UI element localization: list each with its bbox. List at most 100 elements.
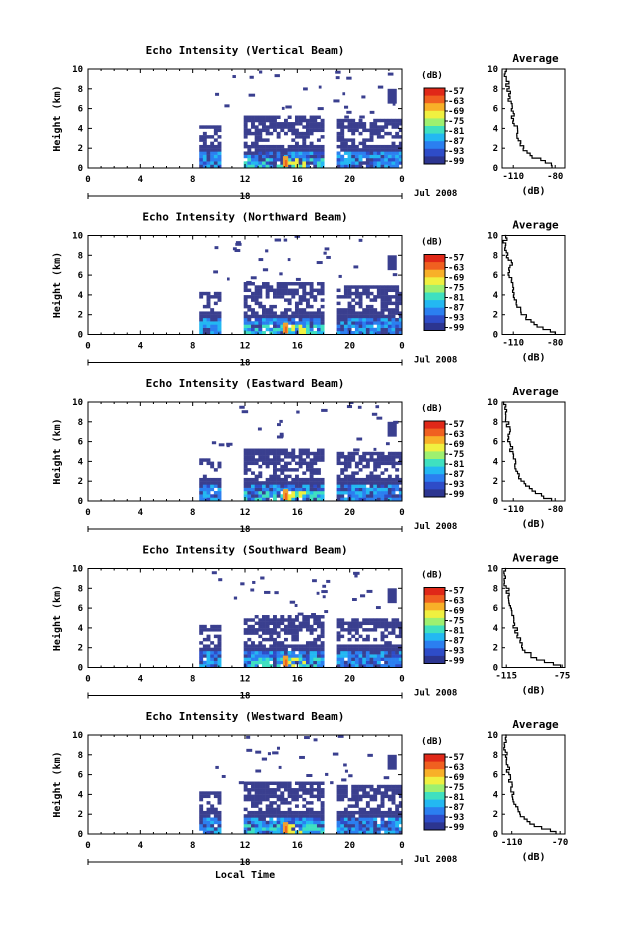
- heatmap-cell: [309, 118, 314, 123]
- heatmap-cell: [313, 148, 318, 152]
- heatmap-cell: [365, 464, 370, 469]
- heatmap-cell: [272, 458, 277, 462]
- x-tick-label: 0: [399, 175, 404, 185]
- heatmap-cell: [272, 115, 277, 119]
- heatmap-cell: [254, 148, 259, 152]
- heatmap-cell: [265, 154, 270, 159]
- heatmap-cell: [287, 830, 292, 834]
- heatmap-cell: [217, 641, 222, 645]
- heatmap-cell: [354, 128, 359, 133]
- heatmap-cell: [291, 647, 296, 652]
- heatmap-cell: [380, 644, 385, 648]
- heatmap-cell: [365, 128, 370, 133]
- heatmap-cell: [376, 788, 381, 792]
- heatmap-cell: [305, 810, 310, 815]
- heatmap-cell: [299, 755, 305, 759]
- heatmap-cell: [351, 817, 356, 821]
- heatmap-cell: [369, 122, 374, 126]
- heatmap-cell: [369, 784, 374, 789]
- heatmap-cell: [269, 288, 274, 293]
- heatmap-cell: [387, 641, 392, 645]
- heatmap-cell: [280, 641, 285, 645]
- heatmap-cell: [362, 650, 367, 655]
- heatmap-cell: [280, 321, 285, 325]
- heatmap-cell: [347, 477, 352, 482]
- heatmap-cell: [354, 314, 359, 319]
- heatmap-cell: [313, 461, 318, 466]
- heatmap-cell: [262, 797, 266, 802]
- heatmap-cell: [305, 314, 310, 319]
- heatmap-cell: [254, 131, 259, 136]
- heatmap-cell: [313, 458, 318, 462]
- heatmap-cell: [398, 491, 402, 495]
- heatmap-cell: [265, 164, 270, 168]
- heatmap-cell: [309, 468, 314, 472]
- heatmap-cell: [316, 797, 321, 802]
- heatmap-cell: [294, 128, 299, 133]
- heatmap-cell: [265, 631, 270, 635]
- heatmap-cell: [280, 122, 285, 126]
- heatmap-cell: [305, 814, 310, 818]
- heatmap-cell: [362, 314, 367, 319]
- x-tick-label: 4: [138, 175, 144, 185]
- heatmap-cell: [320, 807, 325, 812]
- heatmap-cell: [287, 794, 292, 799]
- heatmap-cell: [391, 125, 396, 129]
- heatmap-cell: [316, 458, 321, 462]
- heatmap-cell: [254, 451, 259, 456]
- heatmap-cell: [395, 298, 400, 302]
- heatmap-cell: [247, 118, 252, 123]
- heatmap-cell: [283, 474, 288, 479]
- heatmap-cell: [211, 571, 217, 575]
- heatmap-cell: [206, 497, 211, 501]
- heatmap-cell: [258, 331, 263, 335]
- heatmap-cell: [387, 161, 392, 165]
- heatmap-cell: [395, 807, 400, 812]
- heatmap-cell: [313, 487, 318, 492]
- heatmap-cell: [254, 497, 259, 501]
- heatmap-cell: [369, 494, 374, 498]
- heatmap-cell: [251, 660, 255, 665]
- heatmap-cell: [305, 477, 310, 482]
- heatmap-cell: [358, 647, 363, 652]
- heatmap-cell: [313, 814, 318, 818]
- heatmap-cell: [262, 650, 266, 655]
- heatmap-cell: [243, 788, 248, 792]
- heatmap-cell: [276, 448, 281, 452]
- heatmap-cell: [336, 458, 341, 462]
- heatmap-cell: [354, 644, 359, 648]
- heatmap-cell: [217, 827, 222, 831]
- heatmap-cell: [206, 477, 211, 482]
- heatmap-cell: [369, 125, 374, 129]
- heatmap-cell: [376, 151, 381, 155]
- heatmap-cell: [283, 291, 288, 296]
- heatmap-cell: [217, 321, 222, 325]
- colorbar-segment: [424, 118, 445, 127]
- avg-y-tick-label: 10: [487, 398, 498, 408]
- heatmap-cell: [320, 820, 325, 825]
- heatmap-cell: [309, 827, 314, 831]
- heatmap-cell: [358, 158, 363, 162]
- heatmap-cell: [264, 590, 271, 594]
- heatmap-cell: [316, 615, 321, 619]
- heatmap-cell: [280, 327, 285, 332]
- heatmap-cell: [373, 628, 378, 632]
- heatmap-cell: [395, 624, 400, 629]
- heatmap-cell: [269, 621, 274, 626]
- heatmap-cell: [269, 122, 274, 126]
- heatmap-cell: [258, 657, 263, 661]
- heatmap-cell: [247, 650, 252, 655]
- heatmap-cell: [258, 154, 263, 159]
- heatmap-cell: [265, 327, 270, 332]
- heatmap-cell: [262, 461, 266, 466]
- heatmap-cell: [320, 451, 325, 456]
- heatmap-cell: [391, 451, 396, 456]
- heatmap-cell: [272, 154, 277, 159]
- heatmap-cell: [354, 801, 359, 805]
- y-tick-label: 4: [78, 790, 84, 800]
- heatmap-cell: [265, 158, 270, 162]
- heatmap-cell: [294, 814, 299, 818]
- heatmap-cell: [202, 654, 207, 658]
- heatmap-cell: [351, 814, 356, 818]
- colorbar-tick-label: -57: [448, 87, 464, 97]
